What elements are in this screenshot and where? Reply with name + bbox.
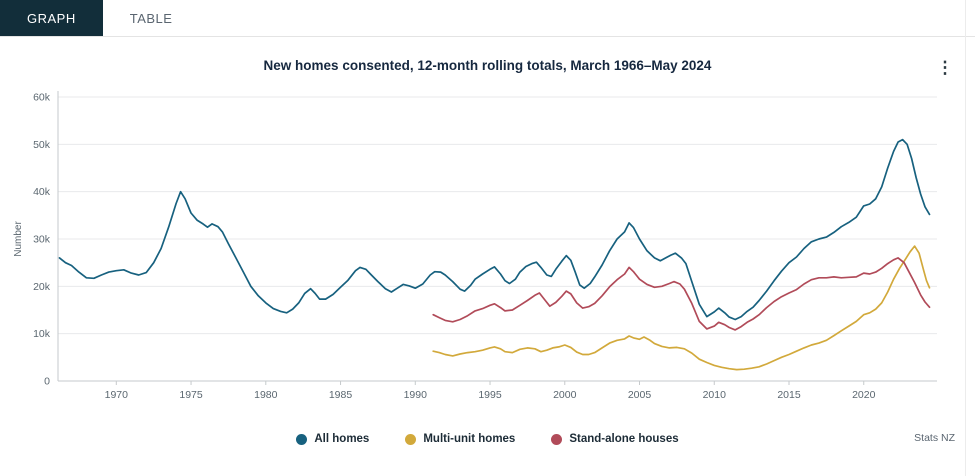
y-tick-label: 20k <box>33 281 51 293</box>
chart-canvas: 0 10k 20k 30k 40k 50k 60k 1970 1975 1980 1985 1990 1… <box>13 91 937 401</box>
chart-area: 0 10k 20k 30k 40k 50k 60k 1970 1975 1980 1985 1990 1… <box>0 83 975 419</box>
source-attribution: Stats NZ <box>914 432 955 444</box>
chart-header: New homes consented, 12-month rolling to… <box>0 58 975 76</box>
legend-label: All homes <box>314 433 370 445</box>
legend-item-multi-unit-homes[interactable]: Multi-unit homes <box>405 433 515 445</box>
x-tick-label: 2005 <box>628 389 652 401</box>
series-line-stand-alone-houses <box>432 257 931 331</box>
view-tabbar: GRAPH TABLE <box>0 0 975 37</box>
x-tick-label: 1970 <box>105 389 129 401</box>
widget-right-divider <box>965 0 966 476</box>
y-tick-label: 10k <box>33 328 51 340</box>
y-tick-label: 30k <box>33 234 51 246</box>
y-tick-label: 60k <box>33 92 51 104</box>
y-tick-label: 40k <box>33 186 51 198</box>
x-tick-label: 1990 <box>404 389 428 401</box>
x-tick-label: 2015 <box>777 389 801 401</box>
x-tick-label: 1975 <box>179 389 203 401</box>
legend-marker-all-homes <box>296 433 308 445</box>
tab-graph[interactable]: GRAPH <box>0 0 103 36</box>
tab-table[interactable]: TABLE <box>129 10 173 26</box>
x-tick-label: 2010 <box>703 389 727 401</box>
legend-label: Multi-unit homes <box>423 433 516 445</box>
series-line-multi-unit-homes <box>432 245 931 371</box>
legend: All homes Multi-unit homes Stand-alone h… <box>0 423 975 455</box>
legend-label: Stand-alone houses <box>569 433 679 445</box>
y-tick-label: 0 <box>44 376 50 388</box>
x-tick-label: 1980 <box>254 389 278 401</box>
legend-marker-stand-alone-houses <box>551 433 563 445</box>
x-tick-label: 2020 <box>852 389 876 401</box>
more-options-icon[interactable]: ⋮ <box>936 57 954 77</box>
legend-marker-multi-unit-homes <box>405 433 417 445</box>
x-tick-label: 1995 <box>478 389 502 401</box>
chart-title: New homes consented, 12-month rolling to… <box>263 58 712 73</box>
y-tick-label: 50k <box>33 139 51 151</box>
x-tick-label: 2000 <box>553 389 577 401</box>
x-tick-label: 1985 <box>329 389 353 401</box>
y-axis-title: Number <box>13 221 24 257</box>
series-line-all-homes <box>58 138 931 321</box>
legend-item-stand-alone-houses[interactable]: Stand-alone houses <box>551 433 679 445</box>
legend-item-all-homes[interactable]: All homes <box>296 433 369 445</box>
